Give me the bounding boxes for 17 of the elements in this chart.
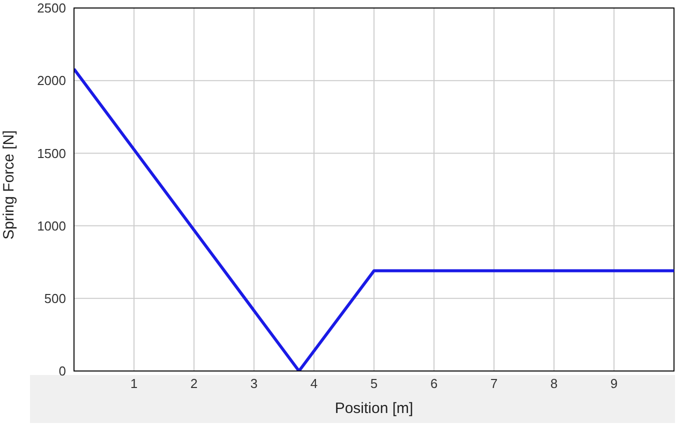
x-tick-label: 9: [610, 376, 618, 392]
y-tick-label: 2000: [37, 73, 66, 88]
x-tick-label: 4: [310, 376, 318, 392]
x-axis-title: Position [m]: [334, 400, 414, 417]
x-tick-label: 1: [130, 376, 138, 392]
x-tick-label: 2: [190, 376, 198, 392]
x-tick-label: 7: [490, 376, 498, 392]
y-tick-label: 1000: [37, 218, 66, 234]
y-tick-label: 0: [58, 364, 66, 379]
x-tick-label: 8: [550, 376, 558, 392]
y-axis-title: Spring Force [N]: [0, 130, 18, 240]
y-tick-label: 1500: [37, 146, 66, 161]
y-tick-label: 500: [44, 291, 66, 306]
x-tick-label: 3: [250, 376, 258, 392]
x-tick-label: 5: [370, 376, 378, 392]
y-tick-label: 2500: [37, 0, 66, 16]
x-tick-label: 6: [430, 376, 438, 392]
